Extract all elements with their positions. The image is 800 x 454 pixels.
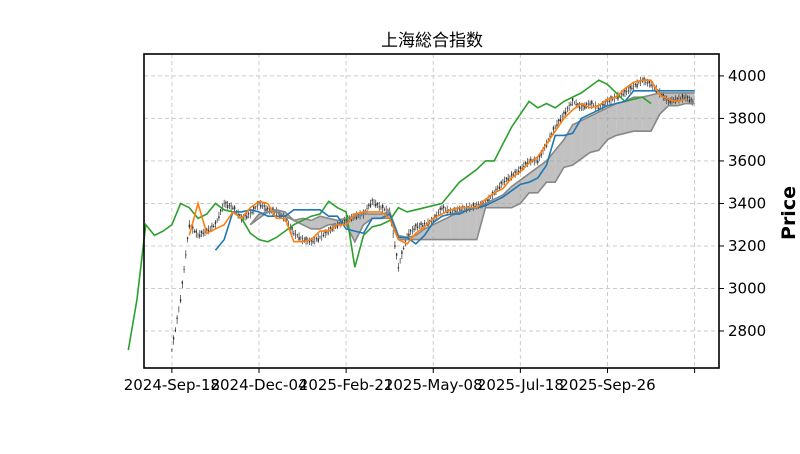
y-tick-label: 3800 — [728, 109, 766, 127]
cloud-segment — [607, 103, 617, 140]
cloud-segment — [590, 112, 599, 153]
x-tick-label: 2024-Sep-18 — [124, 376, 220, 394]
cloud-segment — [642, 95, 652, 132]
cloud-segment — [581, 116, 591, 159]
cloud-segment — [555, 139, 564, 183]
cloud-segment — [685, 92, 695, 104]
x-axis: 2024-Sep-182024-Dec-042025-Feb-212025-Ma… — [124, 368, 696, 394]
kumo-cloud — [250, 92, 695, 242]
cloud-segment — [563, 124, 573, 168]
y-tick-label: 4000 — [728, 67, 766, 85]
cloud-segment — [511, 180, 521, 208]
x-tick-label: 2024-Dec-04 — [210, 376, 307, 394]
x-tick-label: 2025-Jul-18 — [477, 376, 564, 394]
cloud-segment — [616, 101, 625, 136]
x-tick-label: 2025-May-08 — [384, 376, 483, 394]
cloud-segment — [363, 214, 373, 225]
y-axis-label: Price — [778, 186, 800, 240]
x-tick-label: 2025-Feb-21 — [299, 376, 394, 394]
x-tick-label: 2025-Sep-26 — [559, 376, 655, 394]
y-tick-label: 3000 — [728, 279, 766, 297]
grid — [144, 54, 719, 368]
cloud-segment — [677, 92, 686, 106]
cloud-segment — [372, 214, 381, 219]
cloud-segment — [433, 220, 442, 240]
cloud-segment — [572, 120, 582, 166]
y-tick-label: 3600 — [728, 152, 766, 170]
y-tick-label: 3400 — [728, 194, 766, 212]
indicator-lines — [127, 79, 695, 351]
cloud-segment — [450, 211, 460, 240]
cloud-segment — [459, 209, 469, 240]
y-tick-label: 3200 — [728, 237, 766, 255]
cloud-segment — [468, 207, 477, 240]
plot-frame — [143, 53, 720, 369]
chikou-line — [127, 79, 652, 351]
kijun-line — [214, 89, 695, 251]
y-tick-label: 2800 — [728, 322, 766, 340]
span-b-line — [249, 102, 695, 244]
cloud-segment — [302, 218, 312, 229]
cloud-segment — [598, 107, 608, 151]
cloud-segment — [624, 97, 634, 134]
y-axis: 2800 3000 3200 3400 3600 3800 4000 — [719, 67, 766, 340]
cloud-segment — [633, 97, 643, 132]
chart-title: 上海総合指数 — [381, 31, 483, 51]
tenkan-line — [188, 79, 687, 245]
cloud-segment — [354, 214, 364, 242]
cloud-segment — [520, 173, 530, 204]
cloud-segment — [441, 216, 451, 240]
cloud-segment — [651, 92, 660, 132]
